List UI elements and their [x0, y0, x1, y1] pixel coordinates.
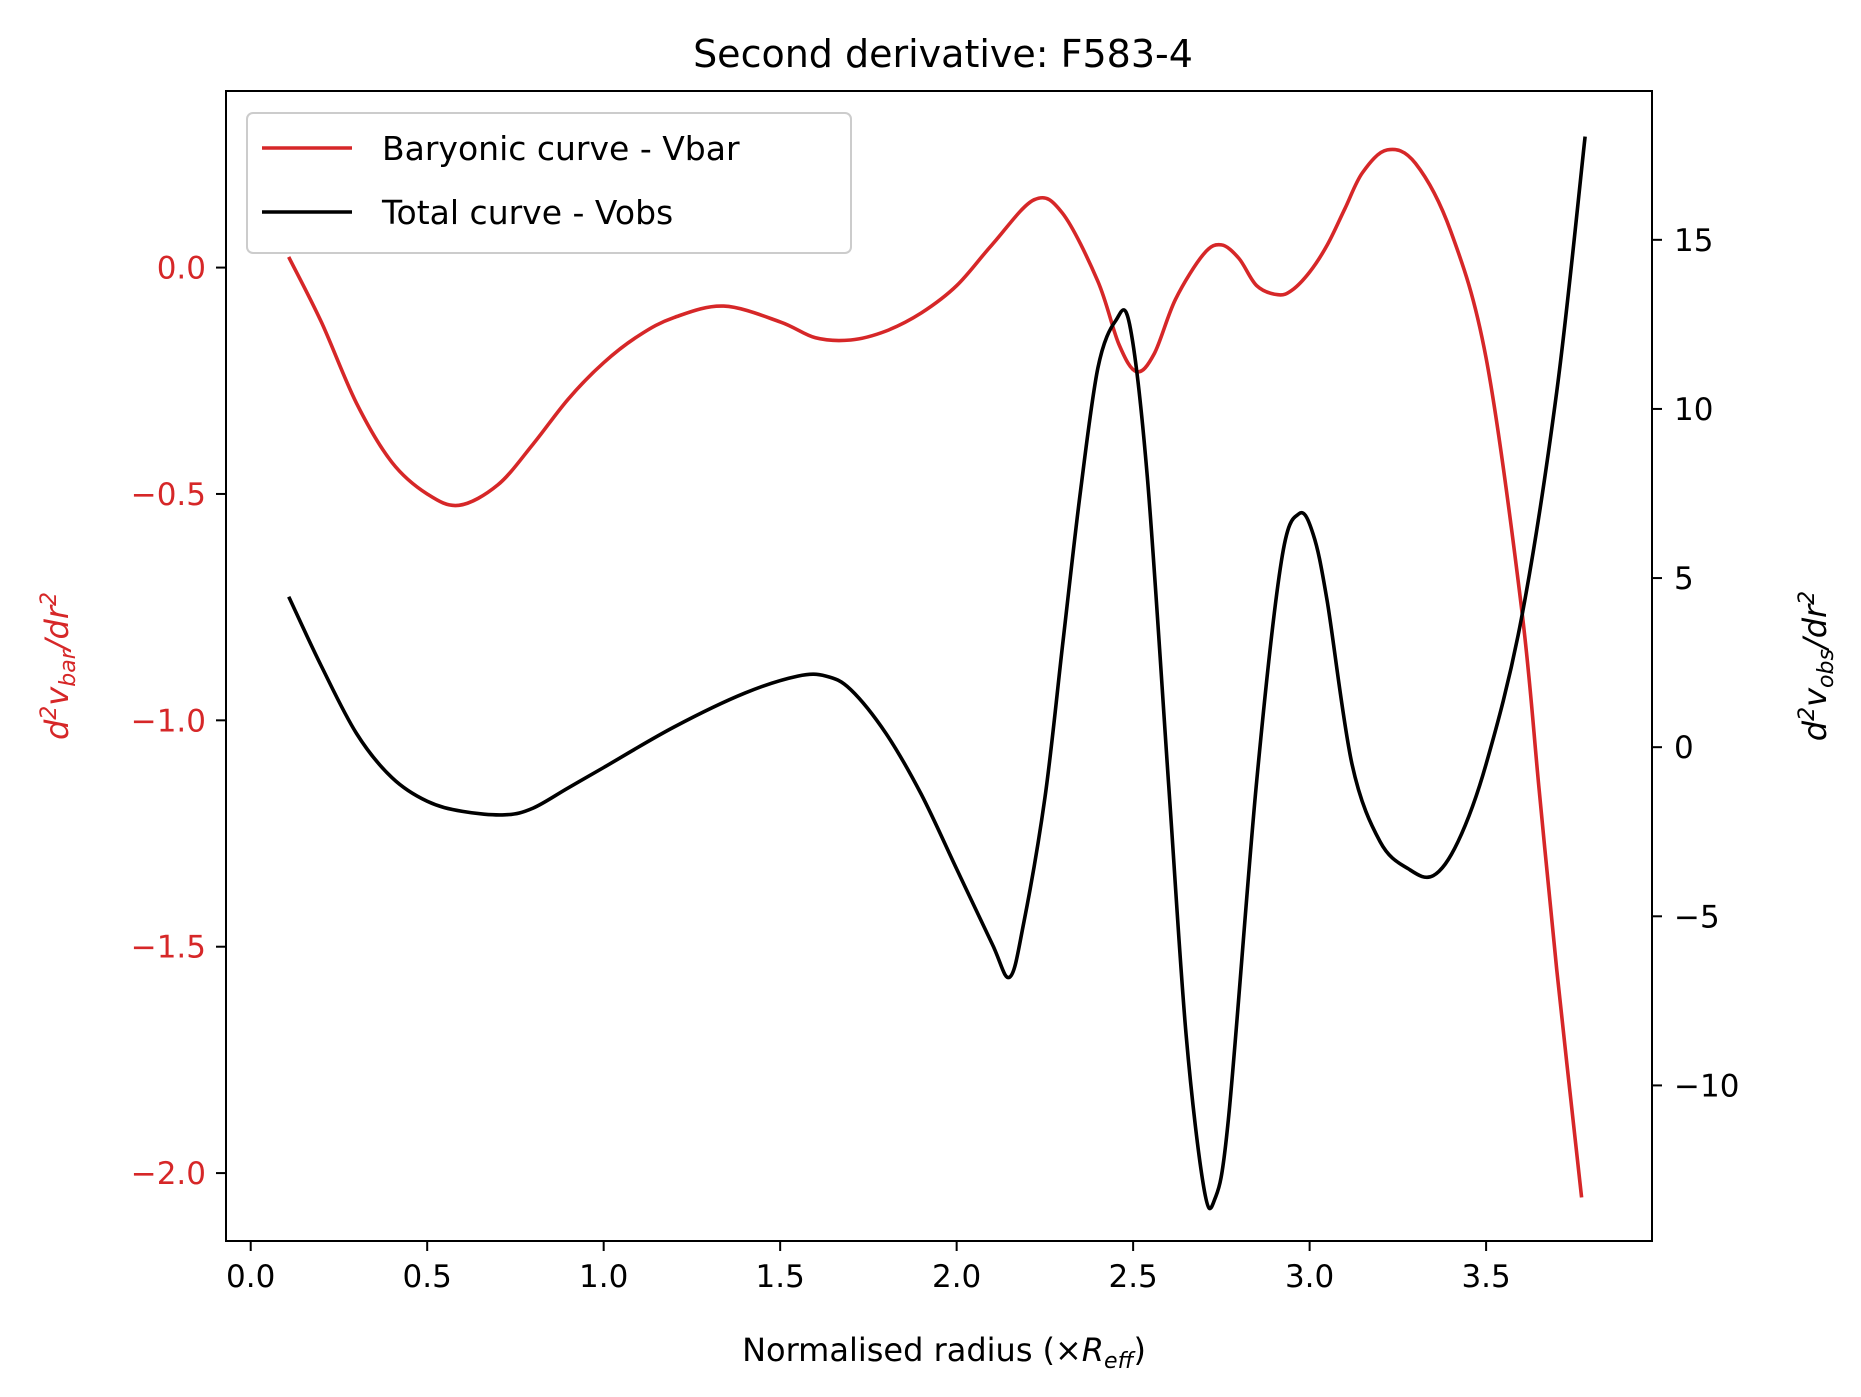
y-left-tick-label: 0.0: [157, 251, 206, 287]
y-right-label-sup: 2: [1795, 707, 1820, 721]
x-axis-label-symbol: R: [1082, 1331, 1104, 1369]
y-left-tick-label: −1.0: [131, 703, 206, 739]
x-tick-label: 0.0: [226, 1259, 275, 1295]
y-right-label-sup2: 2: [1795, 591, 1820, 605]
legend-label-baryonic: Baryonic curve - Vbar: [382, 129, 740, 168]
legend: Baryonic curve - Vbar Total curve - Vobs: [246, 112, 852, 254]
y-left-tick-label: −2.0: [131, 1156, 206, 1192]
y-left-tick-label: −0.5: [131, 477, 206, 513]
y-right-label-d: d: [1796, 720, 1834, 741]
chart-title: Second derivative: F583-4: [693, 32, 1193, 76]
y-right-label-v: v: [1796, 687, 1834, 707]
plot-frame: [225, 90, 1653, 1242]
svg-text:d2vobs/dr2: d2vobs/dr2: [1795, 591, 1839, 741]
y-left-label-sup2: 2: [37, 592, 62, 606]
y-axis-right-label: d2vobs/dr2: [1795, 591, 1839, 741]
y-right-tick-label: 15: [1674, 223, 1713, 259]
y-left-label-v: v: [38, 686, 76, 706]
y-left-tick-label: −1.5: [131, 930, 206, 966]
legend-label-total: Total curve - Vobs: [381, 193, 673, 232]
y-right-tick-label: 10: [1674, 392, 1713, 428]
x-axis-label-text: Normalised radius: [742, 1331, 1032, 1369]
x-axis-label: Normalised radius (×Reff): [742, 1331, 1146, 1374]
plot-series: [287, 136, 1587, 1211]
x-tick-label: 0.5: [403, 1259, 452, 1295]
x-tick-label: 3.5: [1461, 1259, 1510, 1295]
y-right-tick-label: −5: [1674, 899, 1720, 935]
y-left-label-d: d: [38, 719, 76, 740]
y-right-label-sub: obs: [1814, 649, 1839, 688]
x-axis-label-suffix: ): [1133, 1331, 1145, 1369]
y-left-label-rest: /dr: [38, 604, 76, 653]
y-right-tick-label: 5: [1674, 561, 1694, 597]
x-axis-label-subscript: eff: [1104, 1349, 1136, 1374]
series-line-baryonic: [287, 147, 1584, 1198]
x-tick-label: 2.5: [1108, 1259, 1157, 1295]
legend-box: [246, 112, 852, 254]
y-axis-left-label: d2vbar/dr2: [37, 592, 81, 740]
x-tick-label: 3.0: [1285, 1259, 1334, 1295]
series-line-total: [287, 136, 1587, 1211]
x-tick-label: 1.5: [756, 1259, 805, 1295]
y-axis-left: 0.0 −0.5 −1.0 −1.5 −2.0: [131, 251, 226, 1192]
y-right-tick-label: −10: [1674, 1068, 1739, 1104]
y-left-label-sub: bar: [56, 648, 81, 686]
y-right-label-rest: /dr: [1796, 603, 1834, 652]
y-right-tick-label: 0: [1674, 730, 1694, 766]
y-axis-right: 15 10 5 0 −5 −10: [1652, 223, 1739, 1104]
svg-text:d2vbar/dr2: d2vbar/dr2: [37, 592, 81, 740]
x-axis: 0.0 0.5 1.0 1.5 2.0 2.5 3.0 3.5: [226, 1241, 1511, 1295]
x-tick-label: 1.0: [579, 1259, 628, 1295]
x-tick-label: 2.0: [932, 1259, 981, 1295]
x-axis-label-prefix: (×: [1043, 1331, 1082, 1369]
y-left-label-sup: 2: [37, 706, 62, 720]
